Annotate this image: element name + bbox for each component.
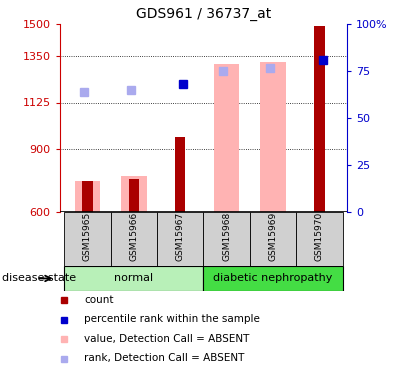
Bar (203, 266, 343, 291)
Text: GSM15967: GSM15967 (176, 212, 185, 261)
Text: GSM15969: GSM15969 (268, 212, 277, 261)
Text: GSM15968: GSM15968 (222, 212, 231, 261)
Bar (314, 27, 325, 212)
Text: count: count (84, 295, 114, 305)
Title: GDS961 / 36737_at: GDS961 / 36737_at (136, 7, 271, 21)
Bar (82, 181, 92, 212)
Text: rank, Detection Call = ABSENT: rank, Detection Call = ABSENT (84, 354, 245, 363)
Bar (214, 64, 239, 212)
Bar (75, 181, 100, 212)
Bar (64, 266, 203, 291)
Bar (111, 212, 157, 266)
Bar (157, 212, 203, 266)
Text: percentile rank within the sample: percentile rank within the sample (84, 315, 260, 324)
Bar (121, 177, 147, 212)
Text: diabetic nephropathy: diabetic nephropathy (213, 273, 333, 284)
Bar (129, 178, 139, 212)
Text: GSM15966: GSM15966 (129, 212, 139, 261)
Bar (260, 62, 286, 212)
Bar (203, 212, 250, 266)
Bar (250, 212, 296, 266)
Bar (296, 212, 343, 266)
Text: GSM15965: GSM15965 (83, 212, 92, 261)
Bar (64, 212, 111, 266)
Text: GSM15970: GSM15970 (315, 212, 324, 261)
Bar (175, 137, 185, 212)
Text: disease state: disease state (2, 273, 76, 284)
Text: value, Detection Call = ABSENT: value, Detection Call = ABSENT (84, 334, 249, 344)
Text: normal: normal (114, 273, 153, 284)
